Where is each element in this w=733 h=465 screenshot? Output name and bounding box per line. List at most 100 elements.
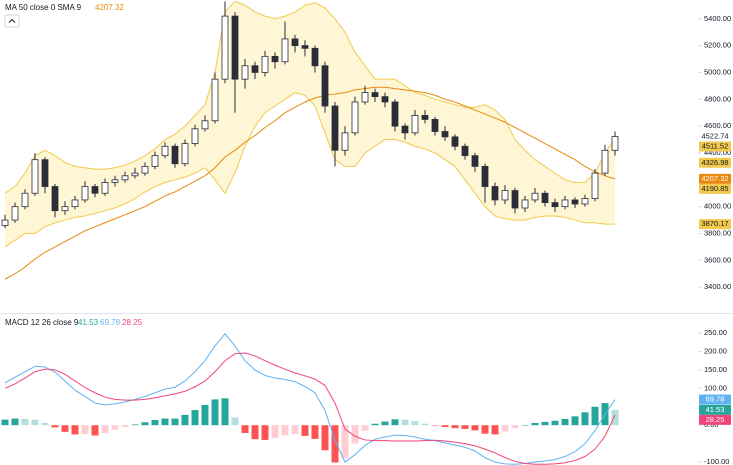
- histogram-bar: [211, 399, 219, 426]
- histogram-badge-bg: [699, 404, 731, 415]
- histogram-bar: [201, 404, 209, 426]
- histogram-bar: [221, 398, 229, 426]
- candle-body: [71, 199, 79, 208]
- band-lower-badge: 3870.17: [701, 219, 728, 228]
- ma-legend-value: 4207.32: [95, 3, 124, 12]
- band-upper-badge-bg: [699, 141, 731, 152]
- histogram-bar: [311, 425, 319, 439]
- y-tick-label: 5000.00: [704, 67, 731, 76]
- candle-body: [191, 128, 199, 144]
- macd-badge: 69.78: [706, 394, 725, 403]
- histogram-bar: [521, 425, 529, 426]
- histogram-bar: [421, 423, 429, 426]
- candle-body: [331, 105, 339, 151]
- histogram-badge: 41.53: [706, 405, 725, 414]
- candle-body: [351, 101, 359, 134]
- candle-body: [31, 159, 39, 194]
- histogram-bar: [71, 425, 79, 435]
- histogram-bar: [331, 425, 339, 463]
- price-axis: 5400.00 5200.00 5000.00 4800.00 4600.00 4400.…: [698, 14, 731, 465]
- histogram-bar: [541, 421, 549, 426]
- candle-body: [111, 179, 119, 183]
- histogram-bar: [251, 425, 259, 440]
- histogram-bar: [301, 425, 309, 436]
- histogram-bar: [431, 425, 439, 426]
- y-tick-label: 4400.00: [704, 148, 731, 157]
- candle-body: [91, 186, 99, 194]
- histogram-bar: [1, 419, 9, 426]
- histogram-bar: [491, 425, 499, 435]
- histogram-bar: [281, 425, 289, 436]
- y-tick-label: 3600.00: [704, 255, 731, 264]
- signal-badge-bg: [699, 414, 731, 425]
- histogram-bar: [531, 422, 539, 426]
- candle-body: [521, 199, 529, 209]
- candle-body: [51, 186, 59, 212]
- histogram-bar: [81, 425, 89, 435]
- band-fill: [5, 1, 615, 247]
- y-tick-label: 5200.00: [704, 41, 731, 50]
- candle-body: [601, 149, 609, 174]
- histogram-bar: [261, 425, 269, 440]
- histogram-bar: [361, 425, 369, 431]
- signal-line: [4, 352, 616, 465]
- candle-body: [611, 136, 619, 151]
- histogram-bar: [501, 425, 509, 432]
- candle-body: [261, 55, 269, 73]
- candle-body: [151, 155, 159, 167]
- candle-body: [441, 131, 449, 138]
- y-tick-label: 150.00: [704, 365, 727, 374]
- candle-body: [431, 119, 439, 132]
- candle-body: [591, 172, 599, 200]
- histogram-bar: [451, 425, 459, 429]
- ma-legend: MA 50 close 0 SMA 9: [5, 3, 82, 12]
- candle-body: [391, 101, 399, 127]
- collapse-button[interactable]: [4, 14, 20, 28]
- candle-body: [221, 15, 229, 80]
- histogram-bar: [441, 425, 449, 428]
- histogram-bar: [51, 425, 59, 428]
- histogram-bar: [381, 421, 389, 426]
- candle-body: [361, 92, 369, 103]
- candle-body: [291, 38, 299, 47]
- candle-body: [531, 192, 539, 201]
- level-badge-bg: [699, 183, 731, 194]
- candle-body: [371, 92, 379, 98]
- candle-body: [541, 192, 549, 204]
- signal-value: 28.25: [122, 318, 143, 327]
- candle-body: [81, 186, 89, 201]
- band-lower-badge-bg: [699, 219, 731, 230]
- band-upper-badge: 4511.52: [702, 141, 729, 150]
- histogram-bar: [111, 425, 119, 430]
- candle-body: [171, 145, 179, 165]
- level-badge-bg: [699, 157, 731, 168]
- histogram-bar: [21, 418, 29, 426]
- candle-body: [401, 125, 409, 134]
- histogram-bar: [121, 425, 129, 428]
- candle-body: [61, 206, 69, 212]
- candle-body: [271, 55, 279, 63]
- ma-badge-bg: [699, 173, 731, 184]
- histogram-bar: [271, 425, 279, 439]
- histogram-bar: [341, 425, 349, 459]
- candle-body: [101, 182, 109, 194]
- candle-body: [1, 219, 9, 226]
- histogram-bar: [591, 406, 599, 426]
- collapse-icon: [8, 18, 16, 23]
- candle-body: [121, 175, 129, 181]
- histogram-bar: [561, 418, 569, 426]
- histogram-bar: [351, 425, 359, 444]
- candle-body: [301, 45, 309, 49]
- histogram-bar: [61, 425, 69, 432]
- histogram-bar: [131, 424, 139, 426]
- histogram-bar: [551, 420, 559, 426]
- candle-body: [161, 145, 169, 157]
- histogram-bar: [101, 425, 109, 433]
- y-tick-label: 100.00: [704, 383, 727, 392]
- y-tick-label: 5400.00: [704, 14, 731, 23]
- y-tick-label: 250.00: [704, 328, 727, 337]
- candle-body: [421, 115, 429, 120]
- candle-body: [131, 172, 139, 177]
